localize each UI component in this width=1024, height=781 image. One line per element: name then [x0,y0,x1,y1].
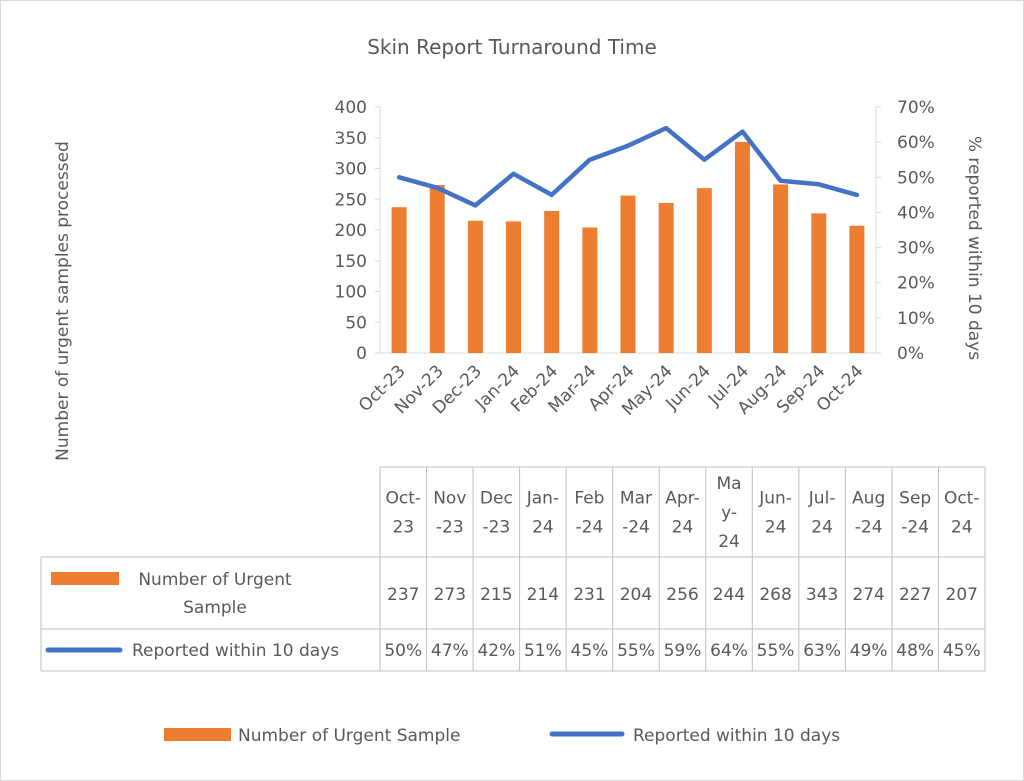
table-value-cell: 204 [620,585,652,605]
plot-area: 400 350 300 250 200 150 100 50 0 70% 60% 50% 40% 30% 2… [335,98,935,420]
table-value-cell: 256 [666,585,698,605]
data-table: Oct- 23 Nov -23 Dec -23 Jan- 24 Feb -24 Mar -24 Apr-… [40,466,986,672]
table-value-cell: 51% [524,641,562,661]
table-value-cell: 274 [852,585,884,605]
bar [620,195,636,353]
table-value-cell: 48% [896,641,934,661]
table-value-cell: 55% [617,641,655,661]
y2-tick-label: 20% [897,274,935,294]
table-header-cell: Mar [620,489,652,509]
bar [582,227,598,353]
table-header-cell: Oct- [386,489,422,509]
table-header-cell: Jan- [526,489,559,509]
table-header-cell: 24 [672,518,694,538]
table-value-cell: 268 [759,585,791,605]
table-header-cell: 24 [951,518,973,538]
table-header-cell: 24 [532,518,554,538]
table-value-cell: 244 [713,585,745,605]
bar [658,202,674,353]
legend-label-bar: Number of Urgent Sample [238,726,460,746]
table-value-cell: 45% [943,641,981,661]
bar [849,225,865,353]
table-value-cell: 64% [710,641,748,661]
table-value-cell: 215 [480,585,512,605]
table-value-cell: 343 [806,585,838,605]
table-value-cell: 214 [527,585,559,605]
table-value-cell: 49% [850,641,888,661]
bar [429,185,445,353]
legend-label-line: Reported within 10 days [633,726,840,746]
table-value-cell: 207 [946,585,978,605]
bar [467,220,483,353]
y-tick-label: 0 [356,344,367,364]
table-header-cell: -24 [855,518,883,538]
table-value-cell: 237 [387,585,419,605]
y-axis-label: Number of urgent samples processed [53,141,73,461]
table-value-cell: 42% [477,641,515,661]
table-value-cell: 227 [899,585,931,605]
y2-tick-label: 60% [897,133,935,153]
bar [391,207,407,353]
bar [811,213,827,353]
table-value-cell: 273 [434,585,466,605]
table-row-label: Reported within 10 days [132,641,339,661]
table-header-cell: Jun- [758,489,792,509]
table-header-cell: Apr- [665,489,699,509]
table-header-cell: -24 [622,518,650,538]
legend-swatch-bar [164,728,231,741]
bar [544,210,560,353]
bar [506,221,522,353]
table-header-cell: y- [721,503,737,523]
table-header-cell: Aug [852,489,885,509]
table-header-cell: Ma [716,474,741,494]
y2-tick-label: 30% [897,239,935,259]
bar [696,188,712,353]
table-value-cell: 63% [803,641,841,661]
table-header-cell: Oct- [944,489,980,509]
y2-axis-label: % reported within 10 days [964,136,984,360]
bar [773,184,789,353]
y-tick-label: 50 [345,313,367,333]
table-header-cell: 24 [718,532,740,552]
table-value-cell: 231 [573,585,605,605]
table-header-cell: 23 [392,518,414,538]
y-tick-label: 150 [335,252,367,272]
table-row-label: Sample [183,598,247,618]
table-header-cell: Jul- [808,489,836,509]
y-tick-label: 100 [335,283,367,303]
series-line [396,125,860,208]
bar [734,142,750,353]
table-row-label: Number of Urgent [138,570,292,590]
chart-title: Skin Report Turnaround Time [367,35,657,59]
y-tick-label: 200 [335,221,367,241]
table-value-cell: 50% [384,641,422,661]
y2-tick-label: 0% [897,344,924,364]
y2-tick-label: 70% [897,98,935,118]
legend: Number of Urgent Sample Reported within 1… [164,726,840,746]
table-header-cell: -24 [576,518,604,538]
y-tick-label: 300 [335,160,367,180]
y-tick-label: 250 [335,190,367,210]
table-header-cell: Nov [433,489,466,509]
table-header-cell: Feb [574,489,604,509]
table-value-cell: 47% [431,641,469,661]
table-header-cell: Sep [899,489,931,509]
y2-tick-label: 50% [897,168,935,188]
table-header-cell: -23 [482,518,510,538]
y2-tick-label: 40% [897,203,935,223]
table-value-cell: 59% [664,641,702,661]
table-legend-swatch-bar [51,572,119,585]
y-tick-label: 350 [335,129,367,149]
table-value-cell: 55% [757,641,795,661]
table-header-cell: Dec [480,489,513,509]
table-header-cell: -24 [901,518,929,538]
table-header-cell: 24 [811,518,833,538]
y-tick-label: 400 [335,98,367,118]
y2-tick-label: 10% [897,309,935,329]
table-value-cell: 45% [571,641,609,661]
table-header-cell: 24 [765,518,787,538]
table-header-cell: -23 [436,518,464,538]
